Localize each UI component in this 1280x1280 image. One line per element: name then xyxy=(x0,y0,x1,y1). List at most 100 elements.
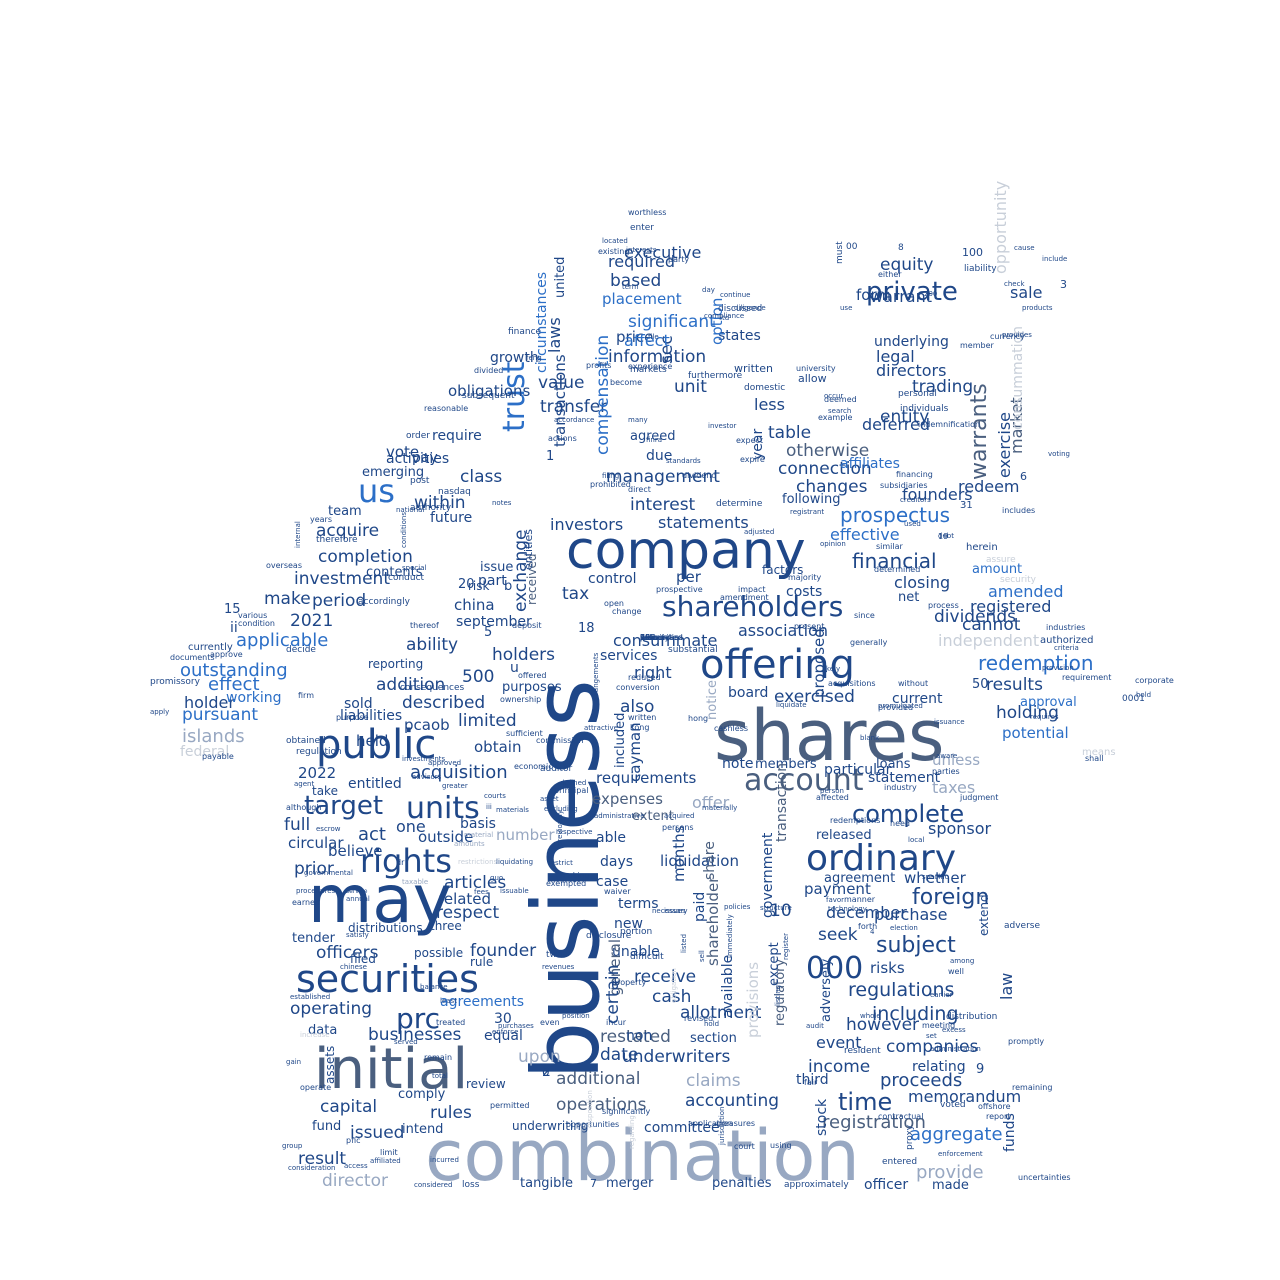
word-0: 0 xyxy=(542,1065,550,1079)
word-0001: 0001 xyxy=(1122,694,1145,704)
word-industries: industries xyxy=(1046,623,1085,632)
word-released: released xyxy=(816,828,872,843)
word-15: 15 xyxy=(224,602,241,617)
word-greater: greater xyxy=(442,782,468,790)
word-members: members xyxy=(755,757,817,772)
word-basis: basis xyxy=(460,816,496,832)
word-reduced: reduced xyxy=(628,673,661,682)
word-consequences: consequences xyxy=(400,683,465,693)
word-process: process xyxy=(928,601,959,610)
word-occur: occur xyxy=(824,392,843,400)
word-note: note xyxy=(722,756,754,772)
word-applicable: applicable xyxy=(236,630,328,651)
word-finance: finance xyxy=(508,327,542,337)
word-4: 4 xyxy=(870,928,875,936)
word-industry: industry xyxy=(884,783,917,792)
word-possible: possible xyxy=(414,946,463,960)
word-majority: majority xyxy=(788,573,821,582)
word-future: future xyxy=(430,510,472,526)
word-accounting: accounting xyxy=(685,1091,779,1111)
word-legal: legal xyxy=(876,347,915,366)
word-sufficient: sufficient xyxy=(506,729,543,738)
word-security: security xyxy=(1000,575,1037,585)
word-blank: blank xyxy=(860,734,880,742)
word-complete: complete xyxy=(852,800,964,828)
word-affiliated: affiliated xyxy=(370,1157,401,1165)
word-least: least xyxy=(440,997,457,1005)
word-paid: paid xyxy=(692,892,708,922)
word-statement: statement xyxy=(868,770,941,786)
word-proceeds: proceeds xyxy=(880,1070,962,1091)
word-data: data xyxy=(308,1023,337,1038)
word-immediately: immediately xyxy=(726,914,734,958)
word-made: made xyxy=(932,1178,969,1193)
word-completion: completion xyxy=(318,547,413,567)
word-date: date xyxy=(600,1045,638,1065)
word-person: person xyxy=(820,787,844,795)
word-national: national xyxy=(396,506,424,514)
word-purposes: purposes xyxy=(502,680,562,695)
word-rights: rights xyxy=(360,842,452,880)
word-offered: offered xyxy=(518,671,546,680)
word-conversion: conversion xyxy=(616,683,660,692)
word-defined: defined xyxy=(560,779,586,787)
word-similar: similar xyxy=(876,542,904,551)
word-related: related xyxy=(438,890,491,908)
word-6: 6 xyxy=(1020,470,1027,483)
word-500: 500 xyxy=(462,667,494,687)
word-believe: believe xyxy=(328,842,382,860)
word-value: value xyxy=(538,373,584,393)
word-certain: certain xyxy=(603,965,623,1024)
word-filed: filed xyxy=(350,952,376,966)
word-entitled: entitled xyxy=(348,776,402,792)
word-business: business xyxy=(513,679,620,1080)
word-day: day xyxy=(702,286,715,294)
word-structure: structure xyxy=(760,904,792,912)
word-significant: significant xyxy=(628,312,716,332)
word-debt: debt xyxy=(938,532,954,540)
word-apply: apply xyxy=(150,708,169,716)
word-approve: approve xyxy=(210,650,243,659)
word-warrant: warrant xyxy=(870,287,932,306)
word-transfer: transfer xyxy=(540,397,607,417)
word-manner: manner xyxy=(844,895,876,904)
word-50: 50 xyxy=(972,677,989,692)
word-issues: issues xyxy=(664,907,686,915)
word-director: director xyxy=(322,1171,388,1191)
word-pay: pay xyxy=(412,450,438,466)
word-regulation: regulation xyxy=(296,747,342,757)
word-purchase: purchase xyxy=(874,905,947,924)
word-written: written xyxy=(628,713,656,722)
word-incur: incur xyxy=(606,1018,627,1027)
word-gain: gain xyxy=(286,1058,301,1066)
word-remain: remain xyxy=(424,1053,452,1062)
word-adversely: adversely xyxy=(819,958,834,1022)
word-allotment: allotment xyxy=(680,1003,762,1023)
word-exercise: exercise xyxy=(995,412,1014,478)
word-hong: hong xyxy=(688,714,708,723)
word-officers: officers xyxy=(316,943,379,963)
word-additional: additional xyxy=(556,1069,640,1089)
word-market: market xyxy=(1007,397,1026,454)
word-technology: technology xyxy=(828,905,867,913)
word-distributions: distributions xyxy=(348,921,423,935)
word-earned: earned xyxy=(292,898,320,907)
word-case: case xyxy=(596,874,628,890)
word-redeem: redeem xyxy=(958,477,1020,496)
word-portion: portion xyxy=(620,927,652,937)
word-distribution: distribution xyxy=(946,1012,997,1022)
word-shareholders: shareholders xyxy=(662,590,843,623)
word-prospective: prospective xyxy=(656,585,703,594)
word-net: net xyxy=(898,590,919,605)
word-redemption: redemption xyxy=(978,651,1094,675)
word-offshore: offshore xyxy=(978,1102,1011,1111)
word-rule: rule xyxy=(470,955,493,969)
word-included: included xyxy=(613,713,628,768)
word-underwriters: underwriters xyxy=(622,1047,731,1067)
word-us: us xyxy=(358,472,395,510)
word-judgment: judgment xyxy=(959,793,998,802)
word-services: services xyxy=(600,648,657,664)
word-listing: listing xyxy=(774,985,782,1006)
word-requirement: requirement xyxy=(1062,673,1111,682)
word-voted: voted xyxy=(940,1100,966,1110)
